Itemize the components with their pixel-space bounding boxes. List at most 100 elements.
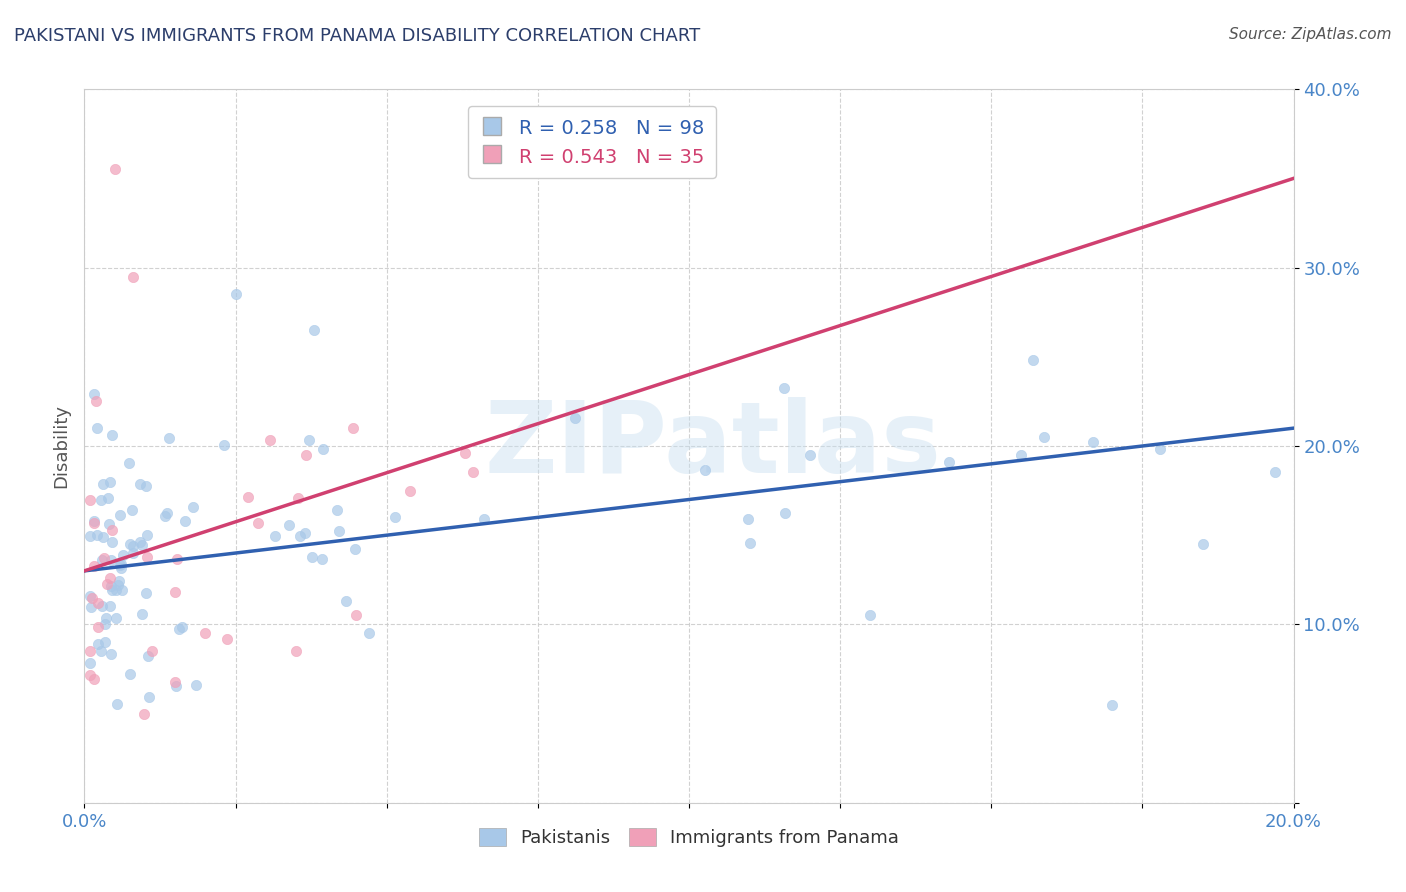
Point [100,579,122,593]
Text: Source: ZipAtlas.com: Source: ZipAtlas.com [1229,27,1392,42]
Point [217,632,239,646]
Point [463,465,485,479]
Point [79,529,101,543]
Point [138,690,160,705]
Point [90,644,112,658]
Point [859,608,882,623]
Point [1149,442,1171,456]
Point [118,456,141,470]
Point [301,550,323,565]
Point [170,620,193,634]
Point [93,635,115,649]
Point [155,509,177,524]
Point [91,599,114,614]
Point [79,644,101,658]
Point [108,574,131,589]
Point [288,529,311,543]
Point [328,524,350,538]
Point [86,528,108,542]
Point [110,561,132,575]
Point [773,506,796,520]
Point [1021,353,1043,368]
Point [302,323,325,337]
Point [131,538,153,552]
Point [194,626,217,640]
Point [79,493,101,508]
Point [264,529,287,543]
Point [93,617,115,632]
Point [384,510,406,524]
Point [100,427,122,442]
Point [472,512,495,526]
Point [100,552,122,566]
Point [278,517,301,532]
Point [1011,448,1033,462]
Point [134,706,156,721]
Point [295,449,318,463]
Point [399,484,422,499]
Point [87,596,110,610]
Point [135,550,157,565]
Point [100,647,122,661]
Point [86,394,108,409]
Point [105,698,128,712]
Point [184,678,207,692]
Point [938,455,960,469]
Point [101,534,124,549]
Point [98,599,121,613]
Point [131,607,153,621]
Point [287,491,309,505]
Point [1264,465,1286,479]
Point [174,514,197,528]
Point [112,548,135,562]
Point [83,516,105,531]
Point [91,477,114,491]
Point [107,578,129,592]
Point [181,500,204,515]
Point [294,526,316,541]
Point [247,516,270,531]
Point [90,553,112,567]
Point [87,620,110,634]
Point [773,382,796,396]
Point [259,433,281,447]
Point [1101,698,1123,712]
Point [564,411,586,425]
Point [79,656,101,670]
Point [799,448,821,462]
Point [100,475,122,489]
Point [1192,537,1215,551]
Point [157,432,180,446]
Point [98,571,121,585]
Point [335,594,357,608]
Point [86,421,108,435]
Point [167,622,190,636]
Point [141,644,163,658]
Point [93,551,115,566]
Point [135,527,157,541]
Point [344,541,367,556]
Point [236,491,259,505]
Point [118,667,141,681]
Point [454,446,477,460]
Point [79,600,101,615]
Point [83,559,105,574]
Point [1032,430,1054,444]
Point [121,503,143,517]
Point [79,589,101,603]
Point [311,552,333,566]
Point [128,534,150,549]
Point [135,478,157,492]
Point [135,585,157,599]
Point [285,644,308,658]
Point [165,585,187,599]
Point [110,558,132,572]
Point [108,558,131,573]
Point [298,433,321,447]
Y-axis label: Disability: Disability [52,404,70,488]
Point [83,386,105,401]
Point [104,162,127,177]
Point [101,524,124,538]
Point [693,463,716,477]
Point [156,506,179,520]
